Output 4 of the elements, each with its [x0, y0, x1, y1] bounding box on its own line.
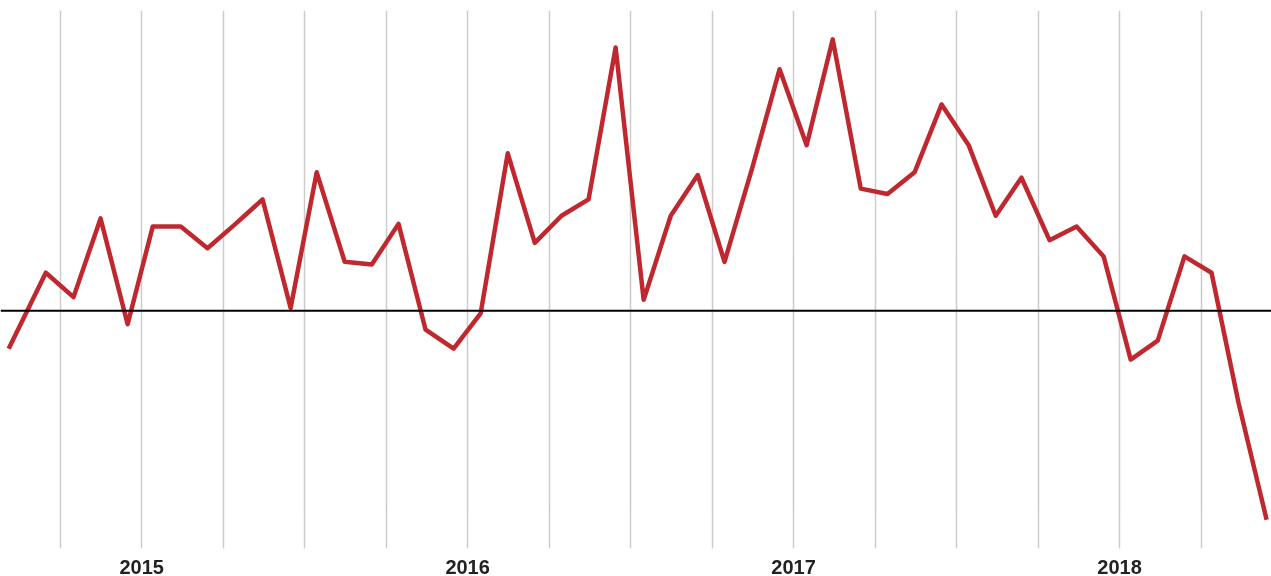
x-tick-label: 2018 — [1097, 555, 1142, 576]
x-tick-label: 2016 — [445, 555, 490, 576]
x-tick-label: 2017 — [771, 555, 816, 576]
x-tick-label: 2015 — [119, 555, 164, 576]
